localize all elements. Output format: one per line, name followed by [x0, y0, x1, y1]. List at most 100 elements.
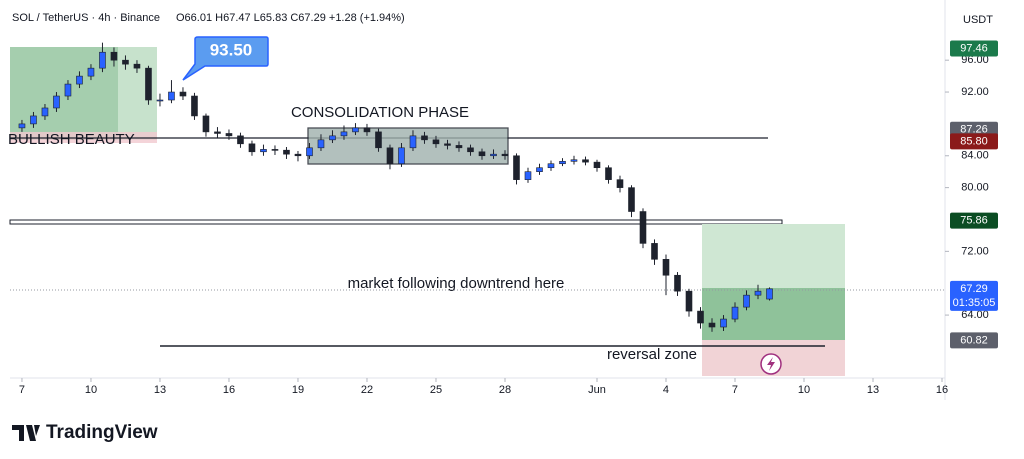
candle-body	[214, 131, 221, 134]
x-tick-label: 10	[798, 384, 810, 396]
x-tick-label: 25	[430, 384, 442, 396]
candle-body	[375, 131, 382, 149]
reversal-label: reversal zone	[607, 346, 697, 363]
candle-body	[524, 171, 532, 180]
price-label-box	[950, 332, 998, 349]
candle-body	[432, 139, 440, 145]
price-label: 85.80	[960, 135, 988, 147]
countdown: 01:35:05	[953, 297, 996, 309]
candle-body	[490, 153, 497, 157]
candle-body	[444, 143, 451, 146]
y-tick-label: 84.00	[961, 150, 989, 162]
candle-body	[720, 318, 727, 328]
candle-body	[386, 147, 394, 165]
candle-body	[53, 95, 60, 109]
target-box	[702, 224, 845, 288]
candle-body	[122, 59, 129, 65]
candle-body	[513, 155, 520, 180]
symbol: SOL / TetherUS · 4h · Binance	[12, 12, 160, 24]
candle-body	[409, 135, 417, 149]
x-tick-label: 16	[223, 384, 235, 396]
price-label-box	[950, 280, 998, 311]
x-tick-label: 28	[499, 384, 511, 396]
callout-label: 93.50	[210, 40, 253, 59]
candle-body	[99, 51, 106, 69]
candle-body	[685, 290, 693, 312]
y-tick-label: 80.00	[961, 182, 989, 194]
price-label-box	[950, 212, 998, 229]
candle-body	[708, 322, 716, 328]
candle-body	[674, 274, 681, 292]
callout-box	[182, 36, 269, 81]
bullish-label: BULLISH BEAUTY	[8, 131, 135, 148]
candle-body	[248, 143, 256, 153]
candle-body	[547, 163, 555, 169]
candle-body	[754, 290, 762, 296]
y-tick-label: 64.00	[961, 309, 989, 321]
candle-body	[317, 139, 325, 149]
candle-body	[421, 135, 428, 141]
candle-body	[743, 294, 750, 308]
candle-body	[605, 167, 612, 180]
candle-body	[18, 123, 26, 129]
y-tick-label: 96.00	[961, 54, 989, 66]
candle-body	[191, 95, 198, 117]
consolidation-label: CONSOLIDATION PHASE	[291, 104, 469, 121]
candle-body	[570, 159, 578, 162]
candles	[18, 42, 773, 332]
entry-box	[702, 288, 845, 340]
candle-body	[731, 306, 739, 320]
candle-body	[145, 67, 152, 101]
price-label: 87.26	[960, 124, 988, 136]
y-tick-label: 92.00	[961, 86, 989, 98]
candle-body	[64, 83, 72, 97]
candle-body	[110, 51, 118, 61]
candle-body	[168, 91, 175, 101]
price-label-box	[950, 133, 998, 150]
candle-body	[616, 179, 624, 188]
candle-body	[651, 243, 658, 260]
candle-body	[559, 161, 566, 165]
currency: USDT	[963, 14, 993, 26]
candle-body	[87, 67, 95, 77]
candle-body	[455, 145, 463, 149]
price-label-box	[950, 40, 998, 57]
candle-body	[237, 135, 244, 145]
candle-body	[639, 211, 647, 244]
price-label: 67.29	[960, 283, 988, 295]
x-tick-label: 13	[154, 384, 166, 396]
candle-body	[271, 149, 279, 151]
x-tick-label: 4	[663, 384, 669, 396]
support-line	[9, 219, 783, 225]
candle-body	[582, 159, 589, 163]
x-tick-label: Jun	[588, 384, 606, 396]
candle-body	[363, 127, 371, 133]
logo-text: TradingView	[46, 422, 158, 443]
x-tick-label: 22	[361, 384, 373, 396]
candle-body	[478, 151, 486, 157]
candle-body	[76, 75, 83, 85]
candle-body	[467, 147, 474, 153]
candle-body	[30, 115, 37, 125]
candle-body	[133, 63, 141, 69]
candle-body	[283, 149, 290, 155]
candle-body	[501, 153, 509, 157]
downtrend-label: market following downtrend here	[348, 275, 565, 292]
candle-body	[41, 107, 49, 117]
ohlc: O66.01 H67.47 L65.83 C67.29 +1.28 (+1.94…	[176, 12, 405, 24]
candle-body	[202, 115, 210, 133]
x-tick-label: 16	[936, 384, 948, 396]
x-tick-label: 13	[867, 384, 879, 396]
candle-body	[225, 133, 233, 137]
x-tick-label: 19	[292, 384, 304, 396]
x-tick-label: 7	[19, 384, 25, 396]
x-tick-label: 7	[732, 384, 738, 396]
candle-body	[306, 147, 313, 157]
candle-body	[294, 153, 302, 157]
candle-body	[536, 167, 543, 172]
candle-body	[628, 187, 635, 212]
candle-body	[329, 135, 336, 141]
price-label: 97.46	[960, 42, 988, 54]
